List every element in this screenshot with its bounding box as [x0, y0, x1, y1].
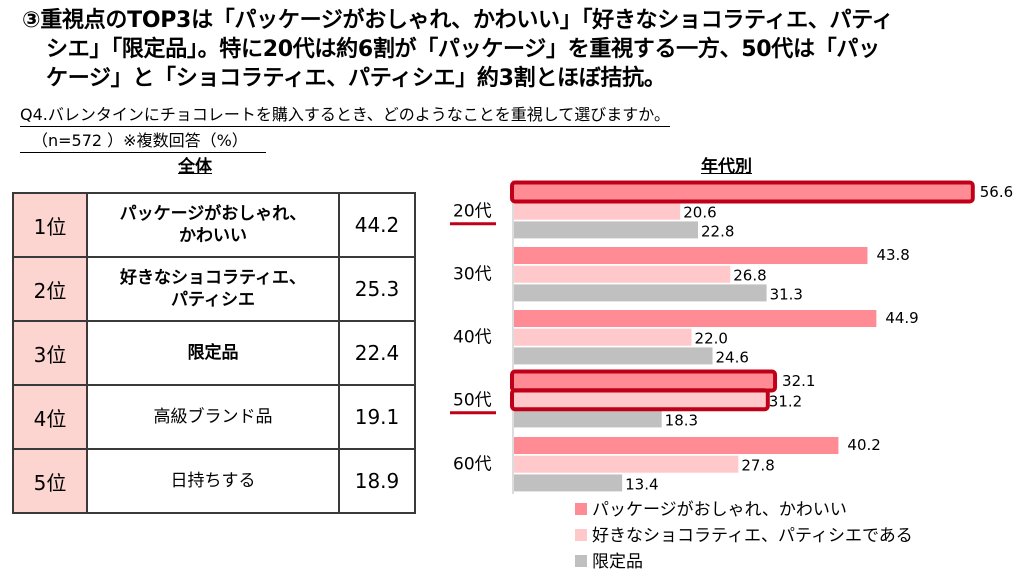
item-cell: パッケージがおしゃれ、 かわいい	[86, 192, 340, 258]
value-label: 32.1	[782, 372, 815, 390]
category-label: 30代	[453, 265, 492, 285]
value-label: 43.8	[876, 246, 909, 264]
value-label: 22.8	[701, 222, 734, 240]
legend-item-chocolatier: 好きなショコラティエ、パティシエである	[575, 520, 913, 546]
category-label: 40代	[453, 328, 492, 348]
item-label-line2: パティシエ	[171, 290, 255, 310]
item-label-line1: 日持ちする	[170, 471, 256, 491]
bar	[514, 347, 713, 365]
legend-swatch-limited	[575, 555, 587, 567]
item-cell: 高級ブランド品	[86, 384, 340, 450]
rank-cell: 1位	[12, 192, 88, 258]
survey-question: Q4.バレンタインにチョコレートを購入するとき、どのようなことを重視して選びます…	[20, 101, 670, 127]
ranking-row: 3位 限定品 22.4	[12, 320, 416, 386]
item-label-line1: 限定品	[187, 343, 239, 363]
bar	[514, 391, 766, 409]
value-label: 44.9	[885, 309, 918, 327]
item-label-line2: かわいい	[179, 226, 247, 246]
value-label: 13.4	[625, 475, 658, 493]
value-label: 22.0	[695, 330, 728, 348]
age-section-title: 年代別	[701, 157, 752, 177]
chart-legend: パッケージがおしゃれ、かわいい 好きなショコラティエ、パティシエである 限定品	[575, 494, 913, 572]
item-label-line1: 高級ブランド品	[153, 407, 273, 427]
item-label-line1: 好きなショコラティエ、	[120, 268, 306, 288]
value-cell: 18.9	[338, 448, 416, 514]
bar	[514, 265, 731, 283]
overall-ranking-table: 1位 パッケージがおしゃれ、 かわいい 44.2 2位 好きなショコラティエ、 パティシエ 2…	[12, 192, 416, 514]
value-label: 26.8	[733, 267, 766, 285]
ranking-row: 4位 高級ブランド品 19.1	[12, 384, 416, 450]
legend-label-package: パッケージがおしゃれ、かわいい	[592, 499, 847, 520]
legend-label-chocolatier: 好きなショコラティエ、パティシエである	[592, 525, 913, 546]
value-label: 18.3	[665, 411, 698, 429]
ranking-row: 1位 パッケージがおしゃれ、 かわいい 44.2	[12, 192, 416, 258]
bar	[514, 310, 877, 327]
value-label: 31.3	[770, 285, 803, 303]
rank-cell: 2位	[12, 256, 88, 322]
category-label: 20代	[453, 202, 492, 222]
value-label: 40.2	[847, 436, 880, 454]
ranking-row: 2位 好きなショコラティエ、 パティシエ 25.3	[12, 256, 416, 322]
legend-swatch-package	[575, 503, 587, 515]
bar	[514, 184, 971, 201]
category-label: 60代	[453, 455, 492, 475]
bar	[514, 284, 767, 302]
value-label: 20.6	[683, 204, 716, 222]
highlight-outline	[510, 388, 770, 412]
rank-cell: 3位	[12, 320, 88, 386]
sample-note: （n=572 ）※複数回答（%）	[20, 127, 266, 153]
bar	[514, 410, 662, 428]
rank-cell: 5位	[12, 448, 88, 514]
legend-item-limited: 限定品	[575, 546, 913, 572]
bar	[514, 221, 698, 239]
headline-line-1: ③重視点のTOP3は「パッケージがおしゃれ、かわいい」「好きなショコラティエ、パ…	[22, 8, 894, 33]
headline: ③重視点のTOP3は「パッケージがおしゃれ、かわいい」「好きなショコラティエ、パ…	[22, 6, 1022, 93]
bar	[514, 373, 774, 390]
value-label: 27.8	[741, 457, 774, 475]
value-cell: 25.3	[338, 256, 416, 322]
bar	[514, 247, 868, 264]
value-label: 56.6	[980, 183, 1013, 201]
highlight-outline	[510, 180, 975, 204]
value-label: 24.6	[716, 348, 749, 366]
rank-cell: 4位	[12, 384, 88, 450]
value-cell: 44.2	[338, 192, 416, 258]
bar	[514, 202, 681, 220]
item-label-line1: パッケージがおしゃれ、	[119, 204, 307, 224]
item-cell: 限定品	[86, 320, 340, 386]
category-label: 50代	[453, 391, 492, 411]
bar	[514, 328, 692, 346]
item-cell: 日持ちする	[86, 448, 340, 514]
bar	[514, 455, 739, 473]
legend-label-limited: 限定品	[592, 551, 643, 572]
bar	[514, 437, 839, 454]
legend-swatch-chocolatier	[575, 529, 587, 541]
bar	[514, 474, 623, 492]
headline-line-2: シエ」「限定品」。特に20代は約6割が「パッケージ」を重視する一方、50代は「パ…	[46, 37, 880, 62]
overall-section-title: 全体	[178, 157, 212, 177]
value-cell: 19.1	[338, 384, 416, 450]
value-cell: 22.4	[338, 320, 416, 386]
value-label: 31.2	[769, 393, 802, 411]
legend-item-package: パッケージがおしゃれ、かわいい	[575, 494, 913, 520]
headline-line-3: ケージ」と「ショコラティエ、パティシエ」約3割とほぼ拮抗。	[46, 66, 666, 91]
ranking-row: 5位 日持ちする 18.9	[12, 448, 416, 514]
item-cell: 好きなショコラティエ、 パティシエ	[86, 256, 340, 322]
